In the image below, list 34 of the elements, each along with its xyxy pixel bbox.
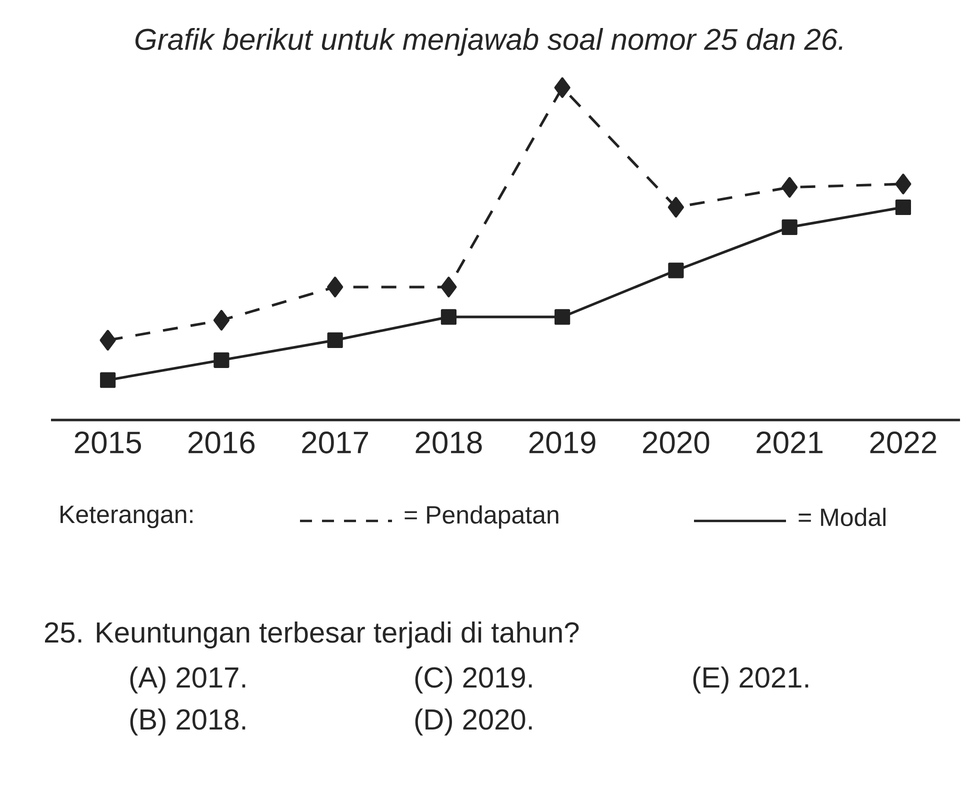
text: (D) 2020. bbox=[415, 708, 532, 736]
text: (A) 2017. bbox=[130, 666, 246, 694]
point bbox=[213, 310, 230, 331]
point bbox=[440, 276, 457, 298]
x-tick-label: 2017 bbox=[302, 432, 368, 454]
point bbox=[327, 276, 344, 298]
point bbox=[554, 309, 570, 325]
legend-title: Keterangan: bbox=[60, 506, 192, 528]
point bbox=[895, 199, 911, 216]
x-tick-label: 2022 bbox=[870, 432, 936, 454]
point bbox=[327, 332, 343, 348]
x-tick-label: 2020 bbox=[643, 432, 710, 454]
chart-title: Grafik berikut untuk menjawab soal nomor 25 dan 26. bbox=[135, 28, 842, 56]
point bbox=[895, 174, 912, 194]
text: (B) 2018. bbox=[130, 708, 246, 736]
point bbox=[214, 352, 230, 368]
point bbox=[782, 177, 798, 198]
text: (C) 2019. bbox=[415, 666, 532, 694]
x-tick-label: 2018 bbox=[416, 432, 482, 454]
text: 25. Keuntungan terbesar terjadi di tahun? bbox=[44, 621, 579, 648]
x-tick-label: 2016 bbox=[188, 432, 255, 454]
point bbox=[668, 262, 684, 278]
point bbox=[100, 372, 116, 388]
point bbox=[100, 330, 116, 351]
point bbox=[668, 196, 684, 218]
x-tick-label: 2021 bbox=[756, 432, 823, 454]
legend-label: = Modal bbox=[798, 508, 886, 526]
x-tick-label: 2019 bbox=[529, 432, 596, 454]
x-tick-label: 2015 bbox=[74, 432, 141, 454]
point bbox=[554, 77, 570, 98]
point bbox=[440, 309, 456, 325]
text: (E) 2021. bbox=[693, 666, 808, 694]
point bbox=[782, 219, 798, 235]
legend-label: = Pendapatan bbox=[404, 505, 558, 529]
